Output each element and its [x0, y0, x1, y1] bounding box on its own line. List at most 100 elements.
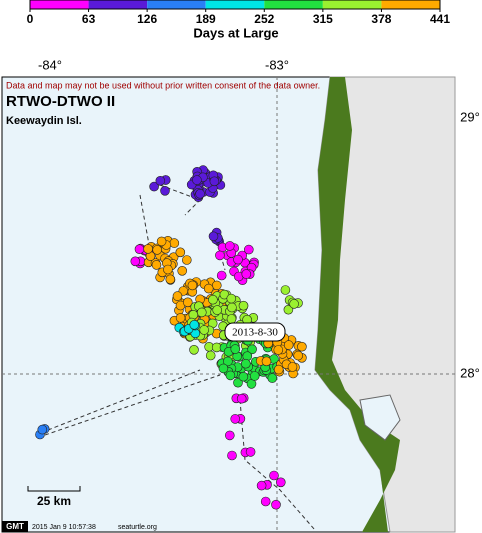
track-point [143, 244, 153, 254]
track-point [225, 430, 235, 441]
track-point [297, 341, 307, 352]
track-point [236, 393, 247, 404]
track-point [183, 297, 193, 308]
track-point [37, 424, 48, 435]
colorbar-tick-label: 441 [430, 12, 450, 26]
track-point [215, 250, 225, 261]
track-point [218, 363, 229, 374]
site: seaturtle.org [118, 524, 157, 531]
colorbar-tick-label: 189 [196, 12, 216, 26]
gmt-badge [2, 521, 28, 532]
lat-label: 29° [460, 109, 480, 124]
track-point [269, 470, 279, 481]
colorbar-tick-label: 63 [82, 12, 96, 26]
colorbar-tick-label: 126 [137, 12, 157, 26]
track-point [212, 305, 222, 315]
track-point [226, 293, 237, 304]
track-point [256, 480, 267, 491]
track-point [271, 499, 281, 510]
track-point [238, 371, 249, 382]
track-point [225, 241, 235, 251]
track-point [287, 362, 298, 372]
colorbar-tick-label: 378 [371, 12, 391, 26]
track-point [149, 181, 159, 192]
track-point [160, 186, 170, 196]
colorbar-segment [205, 0, 265, 9]
track-point [283, 340, 294, 350]
track-point [208, 231, 219, 242]
colorbar: 0 63 126 189 252 315 378 441 [27, 0, 450, 26]
track-point [199, 325, 209, 335]
lon-label: -83° [265, 57, 289, 72]
colorbar-segment [381, 0, 440, 9]
map-subtitle: Keewaydin Isl. [6, 115, 82, 127]
track-point [151, 260, 162, 270]
track-point [241, 269, 252, 279]
colorbar-tick-label: 0 [27, 12, 34, 26]
track-point [275, 477, 286, 488]
track-point [175, 247, 186, 258]
track-point [223, 356, 233, 367]
track-point [189, 344, 199, 355]
colorbar-segment [264, 0, 323, 9]
track-point [192, 175, 202, 185]
timestamp: 2015 Jan 9 10:57:38 [32, 524, 96, 531]
track-points [35, 165, 307, 510]
scale-label: 25 km [37, 494, 71, 508]
track-point [175, 313, 186, 323]
track-point [283, 304, 294, 315]
track-point [216, 270, 227, 281]
track-point [273, 364, 284, 375]
track-point [244, 244, 254, 255]
track-point [241, 358, 251, 369]
bay [359, 394, 401, 441]
lon-label: -84° [38, 57, 62, 72]
track-point [212, 280, 222, 291]
track-point [177, 265, 187, 276]
track-point [233, 254, 243, 265]
colorbar-segment [30, 0, 89, 9]
track-point [226, 314, 237, 324]
track-point [182, 255, 192, 265]
track-point [208, 294, 218, 305]
track-point [289, 299, 299, 309]
track-point [230, 414, 240, 424]
callout: 2013-8-30 [232, 327, 278, 339]
track-point [165, 274, 176, 285]
colorbar-segment [322, 0, 382, 9]
track-point [227, 450, 237, 461]
colorbar-label: Days at Large [193, 25, 278, 40]
track-point [225, 370, 236, 381]
map-title: RTWO-DTWO II [6, 93, 115, 110]
track-point [267, 373, 278, 383]
track-point [261, 356, 272, 367]
track-point [209, 176, 220, 187]
colorbar-segment [147, 0, 206, 9]
track-point [280, 285, 291, 295]
colorbar-tick-label: 315 [313, 12, 333, 26]
track-point [195, 189, 205, 199]
track-point [293, 350, 304, 361]
track-point [134, 244, 145, 254]
coast [315, 77, 400, 532]
track-point [156, 236, 167, 247]
track-point [155, 176, 166, 186]
colorbar-tick-label: 252 [254, 12, 274, 26]
callout-box [224, 322, 286, 342]
track-point [130, 256, 141, 267]
track-point [203, 283, 214, 294]
track-point [260, 496, 271, 507]
track-point [169, 238, 180, 248]
track-point [187, 280, 198, 291]
track-point [205, 350, 216, 361]
track-point [189, 319, 200, 330]
lat-label: 28° [460, 365, 480, 380]
track-point [233, 377, 243, 388]
track-point [163, 264, 173, 275]
colorbar-segment [88, 0, 148, 9]
track-point [230, 344, 241, 354]
track-point [152, 245, 162, 255]
track-point [245, 447, 256, 457]
colorbar-frame [29, 0, 441, 10]
